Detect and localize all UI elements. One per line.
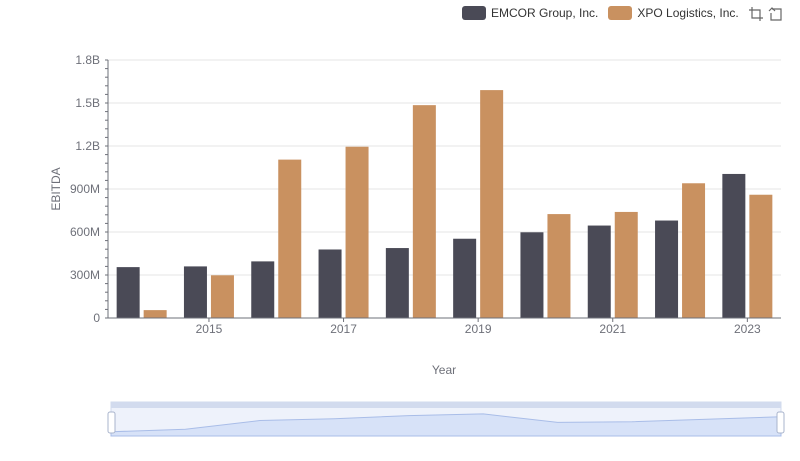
y-tick-label: 1.2B <box>75 139 100 153</box>
legend: EMCOR Group, Inc. XPO Logistics, Inc. <box>462 4 739 22</box>
bar-xpo-2018[interactable] <box>412 105 436 319</box>
bar-xpo-2017[interactable] <box>345 146 369 318</box>
bar-emcor-2020[interactable] <box>520 232 544 318</box>
y-tick-label: 1.5B <box>75 96 100 110</box>
x-tick-label: 2021 <box>599 322 626 336</box>
bar-emcor-2016[interactable] <box>251 261 275 318</box>
legend-item-emcor[interactable]: EMCOR Group, Inc. <box>462 6 598 20</box>
y-tick-label: 900M <box>70 182 100 196</box>
data-zoom-slider[interactable] <box>107 401 785 437</box>
x-tick-label: 2017 <box>330 322 357 336</box>
zoom-handle-right[interactable] <box>776 411 785 434</box>
x-tick-label: 2019 <box>465 322 492 336</box>
zoom-move-handle[interactable] <box>111 402 781 408</box>
bar-xpo-2021[interactable] <box>614 211 638 318</box>
y-tick-label: 600M <box>70 225 100 239</box>
bar-xpo-2020[interactable] <box>547 214 571 318</box>
bar-emcor-2017[interactable] <box>318 249 342 318</box>
x-axis-title: Year <box>432 363 456 377</box>
y-tick-label: 300M <box>70 268 100 282</box>
legend-swatch-xpo <box>608 6 633 20</box>
bar-xpo-2014[interactable] <box>143 310 167 318</box>
legend-label-emcor: EMCOR Group, Inc. <box>491 6 599 20</box>
bar-xpo-2023[interactable] <box>749 194 773 318</box>
y-tick-label: 0 <box>93 311 100 325</box>
restore-icon[interactable] <box>768 6 784 22</box>
zoom-area-icon[interactable] <box>748 6 764 22</box>
bar-xpo-2015[interactable] <box>210 275 234 318</box>
bar-xpo-2019[interactable] <box>480 90 504 318</box>
chart-toolbar <box>748 6 784 22</box>
grid-lines <box>108 59 781 276</box>
legend-label-xpo: XPO Logistics, Inc. <box>637 6 739 20</box>
bar-xpo-2022[interactable] <box>682 183 706 318</box>
bar-emcor-2014[interactable] <box>116 267 140 318</box>
bar-emcor-2019[interactable] <box>453 238 477 318</box>
legend-swatch-emcor <box>462 6 486 20</box>
legend-item-xpo[interactable]: XPO Logistics, Inc. <box>608 6 739 20</box>
y-axis-title: EBITDA <box>49 167 63 210</box>
bars <box>116 90 773 319</box>
x-axis: 2015 2017 2019 2021 2023 <box>108 317 781 336</box>
bar-xpo-2016[interactable] <box>278 159 302 318</box>
bar-emcor-2023[interactable] <box>722 173 746 318</box>
zoom-handle-left[interactable] <box>107 411 116 434</box>
x-tick-label: 2015 <box>196 322 223 336</box>
bar-emcor-2021[interactable] <box>587 225 611 318</box>
bar-emcor-2015[interactable] <box>183 266 207 318</box>
y-axis: 0 300M 600M 900M 1.2B 1.5B 1.8B <box>70 53 109 325</box>
y-tick-label: 1.8B <box>75 53 100 67</box>
bar-emcor-2022[interactable] <box>655 220 679 318</box>
zoom-preview-area <box>110 413 782 437</box>
bar-emcor-2018[interactable] <box>385 248 409 318</box>
x-tick-label: 2023 <box>734 322 761 336</box>
